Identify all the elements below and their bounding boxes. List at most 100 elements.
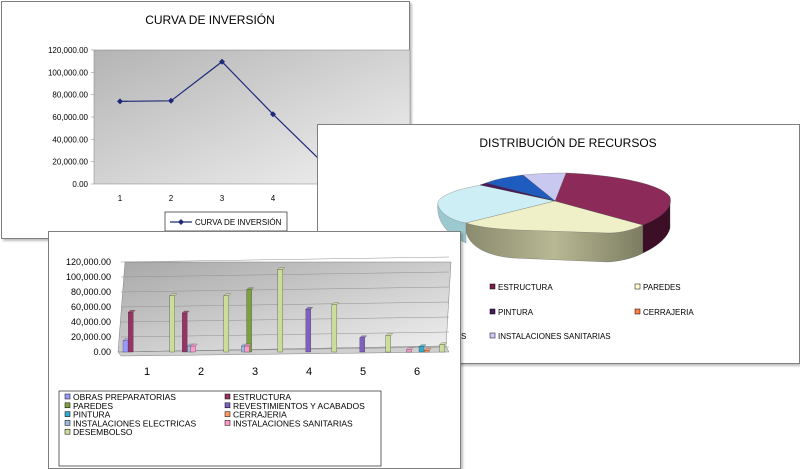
bar-legend-swatch <box>64 411 71 417</box>
bar-legend-swatch <box>64 402 71 409</box>
bar-legend-swatch <box>224 393 231 400</box>
bar-y-tick-label: 120,000.00 <box>66 257 111 267</box>
bar-top <box>190 343 198 347</box>
bar-legend-swatch <box>224 411 231 417</box>
bar <box>331 304 337 353</box>
bar-top <box>439 342 448 345</box>
bar-y-tick-label: 20,000.00 <box>71 332 111 342</box>
bar-legend-label: INSTALACIONES ELECTRICAS <box>73 418 196 428</box>
pie-legend-swatch <box>489 308 496 315</box>
bar-chart: 0.00 20,000.00 40,000.00 60,000.00 80,000.00… <box>58 256 452 467</box>
bar <box>190 345 196 353</box>
pie-legend-label: PAREDES <box>643 283 681 292</box>
pie-slice-revestimientos-top <box>479 182 556 202</box>
line-y-tick-label: 0.00 <box>72 180 88 189</box>
bar-top <box>406 347 414 350</box>
bar-x-tick-label: 3 <box>252 366 258 378</box>
bar-legend-label: INSTALACIONES SANITARIAS <box>233 418 353 428</box>
bar-legend-label: DESEMBOLSO <box>73 427 133 437</box>
line-chart-panel: CURVA DE INVERSIÓN 0.00 20,000.00 40,000.0… <box>1 1 411 239</box>
bar-legend-label: REVESTIMIENTOS Y ACABADOS <box>233 401 365 411</box>
bar-x-tick-label: 4 <box>306 366 312 378</box>
bar <box>223 295 229 353</box>
bar-x-tick-label: 5 <box>360 366 366 378</box>
bar-legend-swatch <box>64 428 71 435</box>
bar-plot-wall <box>117 261 452 353</box>
pie-legend-label: CERRAJERIA <box>643 308 694 317</box>
pie-slice-paredes-top <box>465 200 644 234</box>
line-x-tick-label: 2 <box>169 194 174 203</box>
pie-legend-swatch <box>634 283 641 290</box>
bar-y-tick-label: 40,000.00 <box>71 317 111 327</box>
bar-top <box>359 335 368 338</box>
pie-legend-swatch <box>489 283 496 290</box>
line-y-tick-label: 60,000.00 <box>52 113 88 122</box>
line-legend-marker <box>178 219 184 225</box>
bar-x-tick-label: 1 <box>144 366 150 378</box>
line-y-tick-label: 40,000.00 <box>52 135 88 144</box>
bar <box>305 309 311 353</box>
line-point <box>168 97 174 104</box>
line-point <box>270 111 276 118</box>
bar-gridline <box>120 301 450 308</box>
bar-gridline <box>120 331 450 338</box>
bar-y-tick-label: 80,000.00 <box>71 287 111 297</box>
bar-top <box>385 333 394 336</box>
line-y-tick-label: 80,000.00 <box>52 91 88 100</box>
bar-top <box>244 343 252 347</box>
bar-top <box>277 267 286 270</box>
line-point <box>117 98 123 105</box>
pie-slice-estructura-top <box>554 172 671 226</box>
pie-legend-label: ESTRUCTURA <box>498 283 553 292</box>
pie-chart: DISTRIBUCIÓN DE RECURSOS ESTRUCTURA PARED… <box>433 135 694 341</box>
line-x-tick-label: 3 <box>220 194 225 203</box>
bar-legend-swatch <box>64 420 71 426</box>
bar-legend-swatch <box>224 420 231 426</box>
bar-y-tick-label: 100,000.00 <box>66 272 111 282</box>
bar <box>244 345 250 353</box>
bar <box>439 344 445 353</box>
line-y-tick-label: 100,000.00 <box>48 68 89 77</box>
line-point <box>219 58 225 65</box>
bar-gridline <box>120 316 450 323</box>
bar <box>122 340 129 353</box>
bar <box>385 335 391 353</box>
pie-legend-label: PINTURA <box>498 308 534 317</box>
bar-legend-label: PAREDES <box>73 401 113 411</box>
bar-top <box>305 307 314 310</box>
bar <box>424 349 430 353</box>
line-legend-label: CURVA DE INVERSIÓN <box>195 218 282 227</box>
pie-legend-label: INSTALACIONES SANITARIAS <box>498 332 611 341</box>
bar-legend-label: CERRAJERIA <box>233 410 287 420</box>
bar-top <box>127 310 136 313</box>
bar <box>182 312 188 353</box>
bar-legend-label: OBRAS PREPARATORIAS <box>73 392 176 402</box>
bar-top <box>223 293 232 296</box>
line-chart-title: CURVA DE INVERSIÓN <box>145 12 275 27</box>
bar-legend-box <box>58 390 382 467</box>
bar <box>359 337 365 353</box>
bar <box>418 346 425 353</box>
bar-x-tick-label: 2 <box>198 366 204 378</box>
pie-chart-title: DISTRIBUCIÓN DE RECURSOS <box>479 135 656 150</box>
bar-x-tick-label: 6 <box>414 366 420 378</box>
bar-top <box>181 310 190 314</box>
bar-y-tick-label: 60,000.00 <box>71 302 111 312</box>
bar-legend-label: PINTURA <box>73 410 111 420</box>
bar-legend-swatch <box>224 402 231 409</box>
line-y-tick-label: 20,000.00 <box>52 158 88 167</box>
bar-top <box>246 287 254 290</box>
bar-top <box>423 347 432 351</box>
line-x-tick-label: 1 <box>118 194 123 203</box>
bar <box>128 312 134 353</box>
bar-legend-label: ESTRUCTURA <box>233 392 291 402</box>
bar <box>169 295 175 353</box>
bar-legend-swatch <box>64 393 71 400</box>
bar-top <box>331 302 340 305</box>
line-x-tick-label: 4 <box>271 194 276 203</box>
pie-legend-swatch <box>634 308 641 315</box>
line-y-tick-label: 120,000.00 <box>48 46 89 55</box>
bar-top <box>169 293 178 296</box>
pie-slice-instalaciones-top <box>437 184 556 224</box>
pie-legend-swatch <box>489 332 496 339</box>
